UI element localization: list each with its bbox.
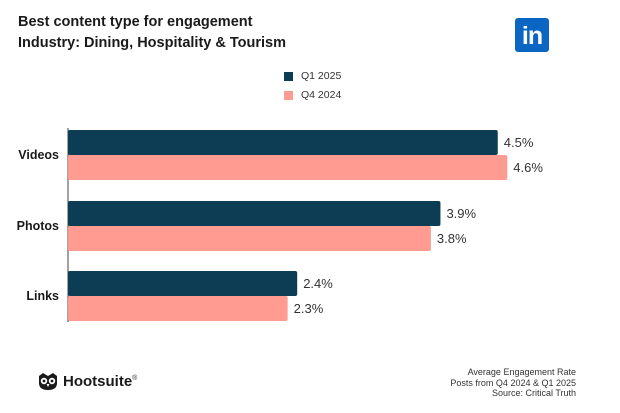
category-label-photos: Photos	[17, 219, 59, 233]
legend-swatch-q4-2024	[284, 90, 293, 100]
note-source: Source: Critical Truth	[491, 388, 576, 398]
category-label-videos: Videos	[18, 148, 59, 162]
linkedin-logo-icon: in	[515, 18, 549, 52]
note-metric: Average Engagement Rate	[467, 367, 576, 377]
value-label-videos-q1-2025: 4.5%	[504, 135, 534, 150]
category-label-links: Links	[26, 289, 59, 303]
owl-icon	[39, 373, 57, 390]
bar-videos-q4-2024	[68, 155, 508, 180]
bar-links-q1-2025	[68, 271, 298, 296]
chart-subtitle: Industry: Dining, Hospitality & Tourism	[18, 35, 286, 51]
bar-photos-q4-2024	[68, 226, 431, 251]
value-label-links-q4-2024: 2.3%	[294, 301, 324, 316]
value-label-photos-q1-2025: 3.9%	[446, 206, 476, 221]
note-period: Posts from Q4 2024 & Q1 2025	[450, 377, 576, 388]
legend-item-q4-2024: Q4 2024	[284, 89, 341, 101]
legend-label-q1-2025: Q1 2025	[301, 70, 342, 82]
hootsuite-brand-text: Hootsuite	[63, 373, 133, 390]
bar-links-q4-2024	[68, 296, 288, 321]
bar-photos-q1-2025	[68, 201, 441, 226]
value-label-links-q1-2025: 2.4%	[303, 276, 333, 291]
source-note: Average Engagement Rate Posts from Q4 20…	[450, 367, 576, 399]
hootsuite-logo: Hootsuite®	[38, 373, 137, 390]
bar-videos-q1-2025	[68, 130, 498, 155]
value-label-photos-q4-2024: 3.8%	[437, 231, 467, 246]
chart-title: Best content type for engagement	[18, 14, 253, 30]
legend-swatch-q1-2025	[284, 71, 293, 81]
legend-item-q1-2025: Q1 2025	[284, 70, 341, 82]
value-label-videos-q4-2024: 4.6%	[513, 160, 543, 175]
registered-mark: ®	[132, 375, 138, 382]
legend-label-q4-2024: Q4 2024	[301, 89, 342, 101]
hootsuite-wordmark: Hootsuite®	[63, 373, 137, 390]
